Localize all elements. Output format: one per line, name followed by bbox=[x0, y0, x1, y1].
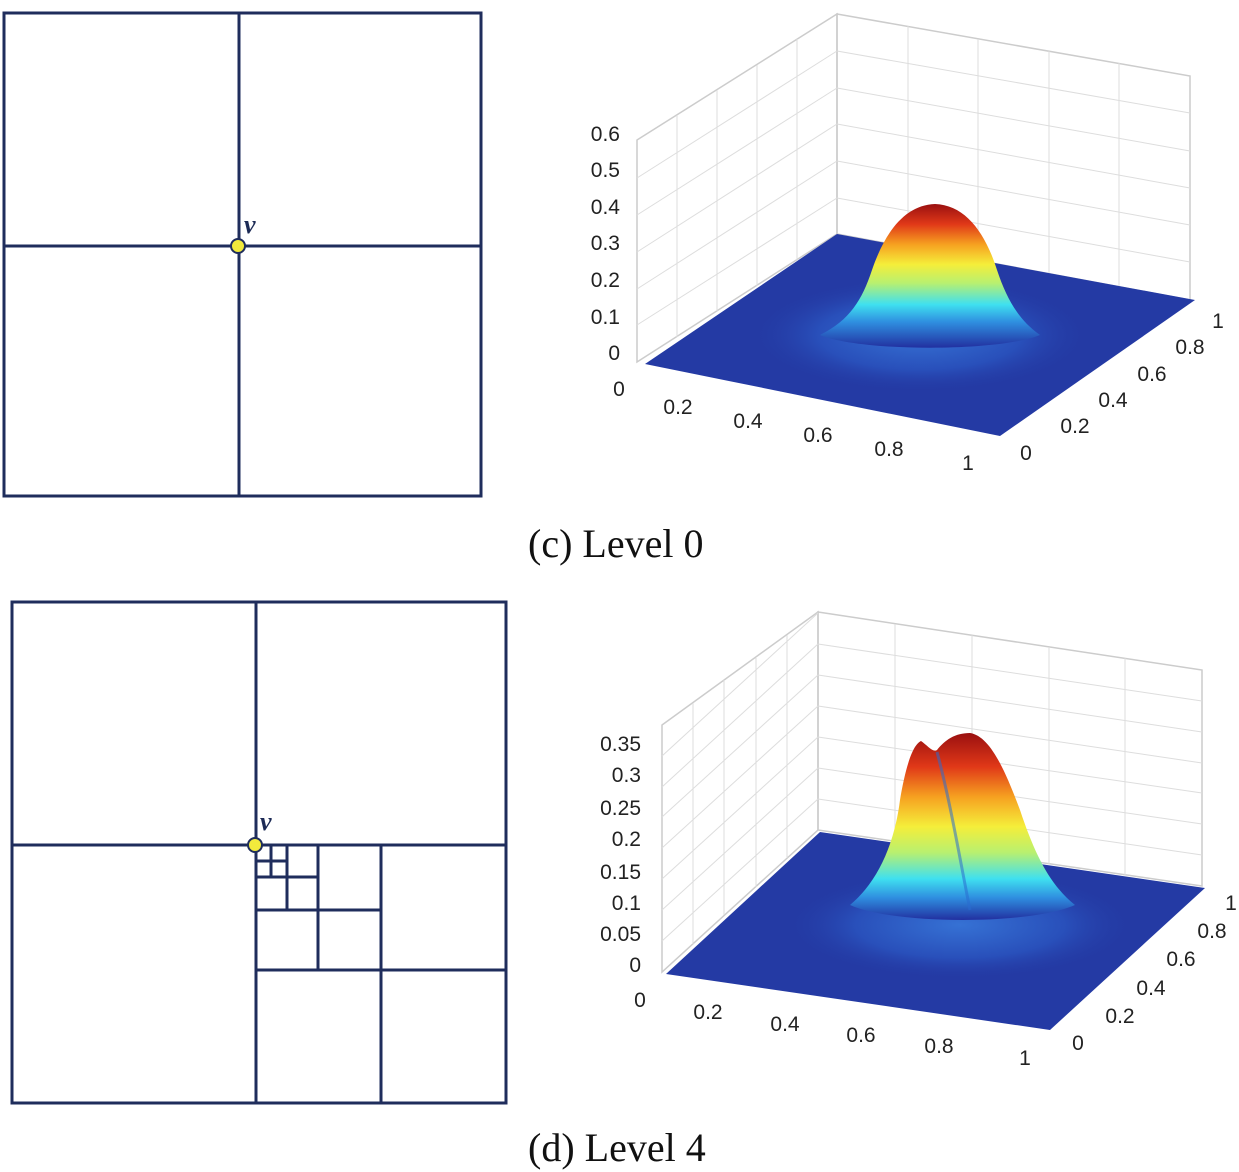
y-tick: 0.6 bbox=[1137, 363, 1166, 386]
surface-plot-level0: 0 0.1 0.2 0.3 0.4 0.5 0.6 0 0.2 0.4 0.6 … bbox=[591, 12, 1224, 475]
vertex-marker bbox=[230, 238, 246, 254]
y-tick: 0.2 bbox=[1105, 1005, 1134, 1028]
z-tick: 0.3 bbox=[612, 764, 641, 787]
x-tick: 0.4 bbox=[770, 1013, 800, 1036]
z-tick: 0 bbox=[629, 954, 641, 977]
y-tick: 1 bbox=[1225, 892, 1237, 915]
y-tick: 0.2 bbox=[1060, 415, 1089, 438]
vertex-label: v bbox=[244, 210, 256, 239]
y-tick: 0 bbox=[1072, 1032, 1084, 1055]
quadtree-level0: v bbox=[2, 11, 483, 498]
surface-peak bbox=[850, 733, 1075, 920]
x-tick: 1 bbox=[962, 452, 974, 475]
wall-gridlines bbox=[636, 26, 1191, 337]
x-axis-ticks: 0 0.2 0.4 0.6 0.8 1 bbox=[634, 989, 1031, 1070]
caption-level0: (c) Level 0 bbox=[528, 521, 704, 566]
x-tick: 0.8 bbox=[874, 438, 903, 461]
y-tick: 0.6 bbox=[1166, 948, 1195, 971]
z-tick: 0 bbox=[608, 342, 620, 365]
z-tick: 0.6 bbox=[591, 123, 620, 146]
x-tick: 0 bbox=[634, 989, 646, 1012]
y-axis-ticks: 0 0.2 0.4 0.6 0.8 1 bbox=[1020, 310, 1224, 465]
quadtree-level4 bbox=[10, 600, 508, 1105]
y-tick: 1 bbox=[1212, 310, 1224, 333]
surface-peak bbox=[820, 204, 1040, 348]
surface-ridge bbox=[935, 751, 972, 911]
y-tick: 0.4 bbox=[1098, 389, 1128, 412]
z-axis-ticks: 0 0.1 0.2 0.3 0.4 0.5 0.6 bbox=[591, 123, 621, 365]
z-tick: 0.15 bbox=[600, 861, 641, 884]
wall-gridlines bbox=[661, 612, 1203, 944]
vertex-marker bbox=[247, 837, 263, 853]
x-tick: 0.8 bbox=[924, 1035, 953, 1058]
y-tick: 0 bbox=[1020, 442, 1032, 465]
z-tick: 0.1 bbox=[591, 306, 620, 329]
vertex-label: v bbox=[260, 807, 272, 836]
z-tick: 0.05 bbox=[600, 923, 641, 946]
x-axis-ticks: 0 0.2 0.4 0.6 0.8 1 bbox=[613, 378, 974, 475]
x-tick: 0.2 bbox=[663, 396, 692, 419]
z-tick: 0.35 bbox=[600, 733, 641, 756]
x-tick: 0 bbox=[613, 378, 625, 401]
x-tick: 0.6 bbox=[803, 424, 832, 447]
surface-plot-level4: 0 0.05 0.1 0.15 0.2 0.25 0.3 0.35 0 0.2 … bbox=[600, 610, 1237, 1070]
y-tick: 0.4 bbox=[1136, 977, 1166, 1000]
y-tick: 0.8 bbox=[1197, 920, 1226, 943]
z-axis-ticks: 0 0.05 0.1 0.15 0.2 0.25 0.3 0.35 bbox=[600, 733, 641, 977]
z-tick: 0.4 bbox=[591, 196, 621, 219]
y-tick: 0.8 bbox=[1175, 336, 1204, 359]
z-tick: 0.5 bbox=[591, 159, 620, 182]
y-axis-ticks: 0 0.2 0.4 0.6 0.8 1 bbox=[1072, 892, 1237, 1055]
x-tick: 1 bbox=[1019, 1047, 1031, 1070]
z-tick: 0.2 bbox=[591, 269, 620, 292]
back-wall-right bbox=[817, 611, 1203, 887]
x-tick: 0.2 bbox=[693, 1001, 722, 1024]
z-tick: 0.3 bbox=[591, 232, 620, 255]
caption-level4: (d) Level 4 bbox=[528, 1125, 706, 1170]
z-tick: 0.25 bbox=[600, 797, 641, 820]
x-tick: 0.4 bbox=[733, 410, 763, 433]
quadtree-border bbox=[2, 11, 483, 498]
x-tick: 0.6 bbox=[846, 1024, 875, 1047]
z-tick: 0.2 bbox=[612, 828, 641, 851]
z-tick: 0.1 bbox=[612, 892, 641, 915]
quadtree-border bbox=[10, 600, 508, 1105]
